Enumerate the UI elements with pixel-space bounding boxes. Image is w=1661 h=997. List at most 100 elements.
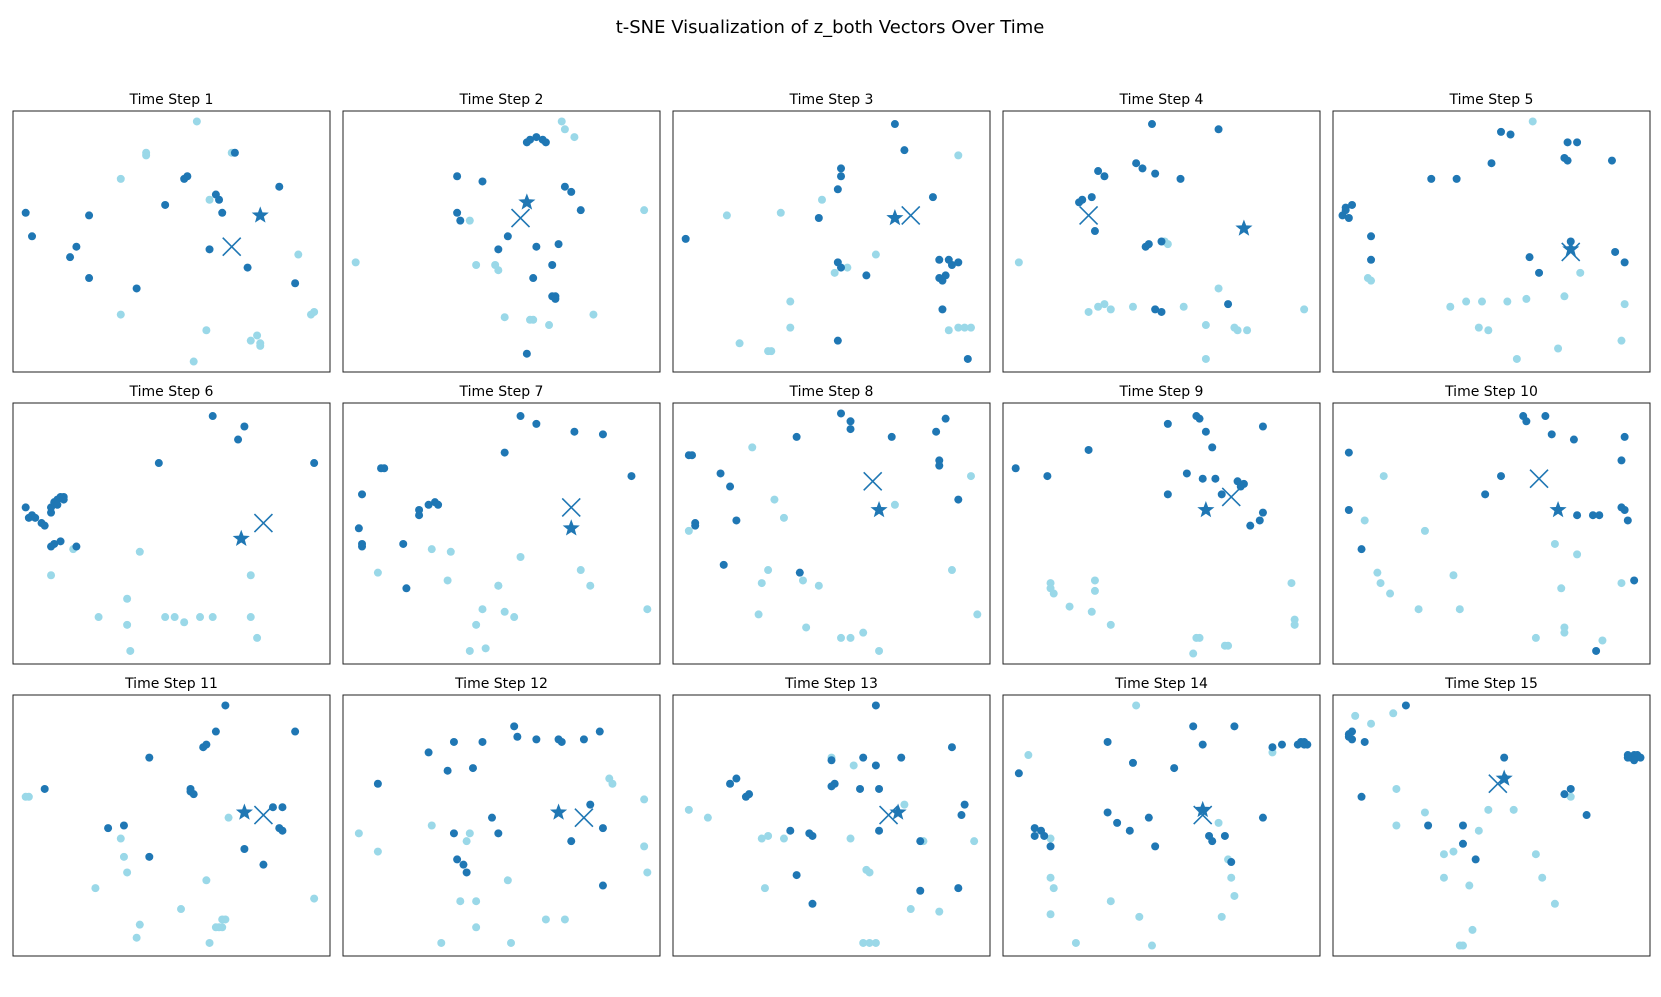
data-point-dark [745, 790, 754, 799]
data-point-dark [28, 232, 37, 241]
data-point-dark [513, 732, 522, 741]
data-point-dark [871, 761, 880, 770]
data-point-dark [85, 211, 94, 220]
data-point-dark [928, 193, 937, 202]
star-marker [518, 193, 536, 210]
data-point-light [1550, 539, 1559, 548]
data-point-dark [954, 884, 963, 893]
data-point-dark [814, 214, 823, 223]
panel-4: Time Step 4 [1002, 92, 1321, 373]
data-point-light [1458, 941, 1467, 950]
data-point-light [1106, 897, 1115, 906]
data-point-light [189, 357, 198, 366]
data-point-light [177, 905, 186, 914]
data-point-dark [278, 803, 287, 812]
data-point-dark [1620, 258, 1629, 267]
data-point-light [1090, 576, 1099, 585]
data-point-light [640, 795, 649, 804]
data-point-dark [551, 294, 560, 303]
panel-15: Time Step 15 [1332, 676, 1651, 957]
panel-title: Time Step 5 [1449, 92, 1534, 108]
data-point-light [354, 829, 363, 838]
data-point-dark [932, 427, 941, 436]
data-point-light [1230, 891, 1239, 900]
data-point-light [1379, 472, 1388, 481]
data-point-dark [275, 182, 284, 191]
data-point-dark [443, 766, 452, 775]
data-point-dark [1151, 169, 1160, 178]
data-point-light [1420, 526, 1429, 535]
data-point-light [472, 260, 481, 269]
data-point-light [1468, 925, 1477, 934]
data-point-light [221, 915, 230, 924]
data-point-dark [21, 503, 30, 512]
data-point-light [1147, 941, 1156, 950]
data-point-dark [935, 255, 944, 264]
data-point-light [1554, 344, 1563, 353]
panel-title: Time Step 1 [129, 92, 214, 108]
data-point-light [1414, 605, 1423, 614]
panel-title: Time Step 8 [789, 384, 874, 400]
data-point-dark [234, 435, 243, 444]
data-point-light [205, 195, 214, 204]
data-point-light [205, 938, 214, 947]
data-point-dark [941, 271, 950, 280]
data-point-light [123, 594, 132, 603]
panel-frame [12, 402, 331, 665]
data-point-dark [954, 495, 963, 504]
star-marker [1194, 800, 1212, 818]
data-point-light [846, 633, 855, 642]
cross-marker [561, 497, 581, 517]
panel-title: Time Step 9 [1119, 384, 1204, 400]
data-point-light [1557, 584, 1566, 593]
data-point-light [1201, 321, 1210, 330]
data-point-dark [1582, 811, 1591, 820]
data-point-light [494, 266, 503, 275]
data-point-light [465, 646, 474, 655]
data-point-dark [1144, 813, 1153, 822]
data-point-dark [453, 172, 462, 181]
data-point-dark [960, 800, 969, 809]
data-point-light [510, 613, 519, 622]
data-point-dark [1176, 174, 1185, 183]
data-point-light [1106, 620, 1115, 629]
panel-10: Time Step 10 [1332, 384, 1651, 665]
data-point-light [830, 268, 839, 277]
data-point-light [1392, 784, 1401, 793]
data-point-light [142, 148, 151, 157]
data-point-light [1201, 354, 1210, 363]
data-point-light [643, 605, 652, 614]
data-point-light [1617, 579, 1626, 588]
data-point-light [1135, 912, 1144, 921]
data-point-dark [1569, 435, 1578, 444]
data-point-dark [1547, 430, 1556, 439]
panel-title: Time Step 15 [1444, 676, 1538, 692]
panel-frame [342, 694, 661, 957]
data-point-light [779, 513, 788, 522]
data-point-dark [202, 740, 211, 749]
data-point-light [91, 884, 100, 893]
data-point-light [472, 620, 481, 629]
data-point-light [1522, 294, 1531, 303]
data-point-light [843, 263, 852, 272]
data-point-light [116, 310, 125, 319]
cross-marker [863, 471, 883, 491]
data-point-dark [358, 539, 367, 548]
data-point-light [116, 834, 125, 843]
data-point-light [427, 821, 436, 830]
data-point-light [1090, 586, 1099, 595]
data-point-dark [554, 240, 563, 249]
data-point-dark [526, 135, 535, 144]
panel-title: Time Step 6 [129, 384, 214, 400]
data-point-light [1439, 850, 1448, 859]
data-point-dark [688, 451, 697, 460]
data-point-dark [240, 844, 249, 853]
panel-frame [672, 694, 991, 957]
data-point-light [21, 792, 30, 801]
data-point-light [253, 331, 262, 340]
data-point-dark [719, 560, 728, 569]
data-point-dark [456, 216, 465, 225]
data-point-dark [1040, 831, 1049, 840]
cross-marker [253, 805, 273, 825]
